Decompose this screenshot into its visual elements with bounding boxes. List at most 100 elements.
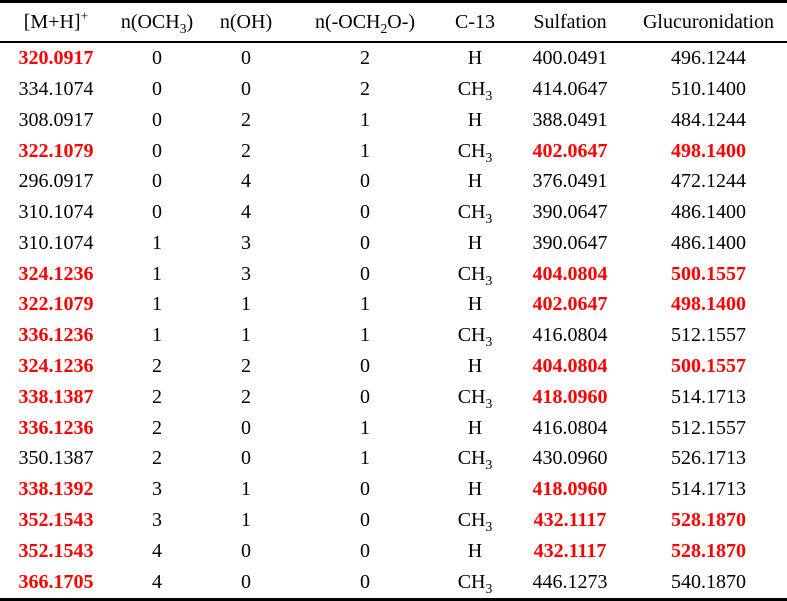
cell-n_oh: 2 <box>241 108 251 131</box>
cell-n_och3: 3 <box>152 478 162 501</box>
cell-n_och3: 2 <box>152 447 162 470</box>
cell-n_och2o: 0 <box>360 539 370 562</box>
cell-c13: CH3 <box>457 508 493 534</box>
cell-n_oh: 1 <box>241 293 251 316</box>
cell-glucuronidation: 500.1557 <box>671 355 746 378</box>
table-row: 324.1236 2 2 0 H 404.0804 500.1557 <box>0 351 787 382</box>
cell-n_och3: 2 <box>152 385 162 408</box>
cell-mz: 320.0917 <box>18 47 94 70</box>
table-row: 366.1705 4 0 0 CH3 446.1273 540.1870 <box>0 567 787 600</box>
cell-n_och2o: 0 <box>360 570 370 593</box>
cell-n_oh: 0 <box>241 416 251 439</box>
cell-glucuronidation: 512.1557 <box>671 324 746 347</box>
cell-c13: H <box>467 231 483 254</box>
cell-n_oh: 1 <box>241 508 251 531</box>
cell-mz: 352.1543 <box>18 508 94 531</box>
column-header-c13: C-13 <box>440 1 510 43</box>
cell-mz: 308.0917 <box>18 108 94 131</box>
cell-n_och2o: 0 <box>360 170 370 193</box>
cell-sulfation: 390.0647 <box>532 231 608 254</box>
cell-sulfation: 400.0491 <box>532 47 608 70</box>
cell-mz: 322.1079 <box>18 293 94 316</box>
cell-sulfation: 402.0647 <box>532 139 608 162</box>
cell-n_och2o: 0 <box>360 478 370 501</box>
cell-glucuronidation: 528.1870 <box>671 539 746 562</box>
cell-sulfation: 404.0804 <box>532 262 608 285</box>
cell-n_och2o: 0 <box>360 508 370 531</box>
cell-n_och3: 1 <box>152 293 162 316</box>
table-row: 352.1543 3 1 0 CH3 432.1117 528.1870 <box>0 505 787 536</box>
cell-sulfation: 388.0491 <box>532 108 608 131</box>
cell-c13: CH3 <box>457 385 493 411</box>
cell-glucuronidation: 500.1557 <box>671 262 746 285</box>
cell-n_och2o: 2 <box>360 47 370 70</box>
table-header: [M+H]+ n(OCH3) n(OH) n(-OCH2O-) C-13 Sulfatio… <box>0 1 787 43</box>
cell-n_och2o: 0 <box>360 385 370 408</box>
cell-n_och3: 0 <box>152 170 162 193</box>
cell-n_och3: 0 <box>152 47 162 70</box>
cell-n_oh: 3 <box>241 231 251 254</box>
cell-glucuronidation: 528.1870 <box>671 508 746 531</box>
cell-glucuronidation: 514.1713 <box>671 385 746 408</box>
cell-c13: CH3 <box>457 324 493 350</box>
cell-mz: 336.1236 <box>18 416 94 439</box>
cell-glucuronidation: 484.1244 <box>671 108 746 131</box>
cell-sulfation: 418.0960 <box>532 478 608 501</box>
cell-c13: H <box>467 293 483 316</box>
column-header-n_oh: n(OH) <box>202 1 290 43</box>
column-header-sulfation: Sulfation <box>510 1 630 43</box>
cell-mz: 334.1074 <box>18 78 94 100</box>
cell-sulfation: 416.0804 <box>532 324 608 347</box>
table-row: 310.1074 0 4 0 CH3 390.0647 486.1400 <box>0 197 787 228</box>
cell-glucuronidation: 526.1713 <box>671 447 746 470</box>
table-row: 296.0917 0 4 0 H 376.0491 472.1244 <box>0 166 787 197</box>
cell-sulfation: 376.0491 <box>532 170 608 193</box>
cell-glucuronidation: 514.1713 <box>671 478 746 501</box>
table-row: 350.1387 2 0 1 CH3 430.0960 526.1713 <box>0 443 787 474</box>
cell-n_oh: 1 <box>241 324 251 347</box>
cell-n_oh: 2 <box>241 355 251 378</box>
table-row: 352.1543 4 0 0 H 432.1117 528.1870 <box>0 536 787 567</box>
cell-c13: H <box>467 170 483 193</box>
cell-c13: H <box>467 47 483 70</box>
cell-c13: CH3 <box>457 201 493 227</box>
header-row: [M+H]+ n(OCH3) n(OH) n(-OCH2O-) C-13 Sulfatio… <box>0 1 787 43</box>
cell-mz: 324.1236 <box>18 262 94 285</box>
cell-glucuronidation: 496.1244 <box>671 47 746 70</box>
cell-n_oh: 0 <box>241 78 251 100</box>
table-row: 338.1387 2 2 0 CH3 418.0960 514.1713 <box>0 382 787 413</box>
table-row: 324.1236 1 3 0 CH3 404.0804 500.1557 <box>0 259 787 290</box>
cell-n_oh: 0 <box>241 47 251 70</box>
cell-n_och2o: 1 <box>360 108 370 131</box>
column-header-n_och3: n(OCH3) <box>112 1 202 43</box>
cell-n_och3: 0 <box>152 78 162 100</box>
table-row: 322.1079 0 2 1 CH3 402.0647 498.1400 <box>0 136 787 167</box>
cell-glucuronidation: 540.1870 <box>671 570 746 593</box>
cell-n_och2o: 0 <box>360 231 370 254</box>
table-row: 336.1236 2 0 1 H 416.0804 512.1557 <box>0 413 787 444</box>
cell-sulfation: 430.0960 <box>532 447 608 470</box>
cell-glucuronidation: 472.1244 <box>671 170 746 193</box>
cell-n_och2o: 1 <box>360 416 370 439</box>
cell-mz: 352.1543 <box>18 539 94 562</box>
cell-c13: H <box>467 539 483 562</box>
cell-glucuronidation: 498.1400 <box>671 139 746 162</box>
cell-mz: 310.1074 <box>18 201 94 224</box>
cell-glucuronidation: 512.1557 <box>671 416 746 439</box>
cell-n_och2o: 1 <box>360 293 370 316</box>
cell-mz: 338.1387 <box>18 385 94 408</box>
cell-c13: H <box>467 355 483 378</box>
cell-glucuronidation: 486.1400 <box>671 201 746 224</box>
cell-n_och2o: 0 <box>360 201 370 224</box>
table-row: 322.1079 1 1 1 H 402.0647 498.1400 <box>0 290 787 321</box>
cell-glucuronidation: 510.1400 <box>671 78 746 100</box>
cell-mz: 336.1236 <box>18 324 94 347</box>
cell-n_och3: 2 <box>152 355 162 378</box>
cell-c13: CH3 <box>457 447 493 473</box>
cell-n_och2o: 1 <box>360 139 370 162</box>
cell-n_och3: 4 <box>152 539 162 562</box>
cell-n_oh: 1 <box>241 478 251 501</box>
table-row: 310.1074 1 3 0 H 390.0647 486.1400 <box>0 228 787 259</box>
cell-n_oh: 3 <box>241 262 251 285</box>
